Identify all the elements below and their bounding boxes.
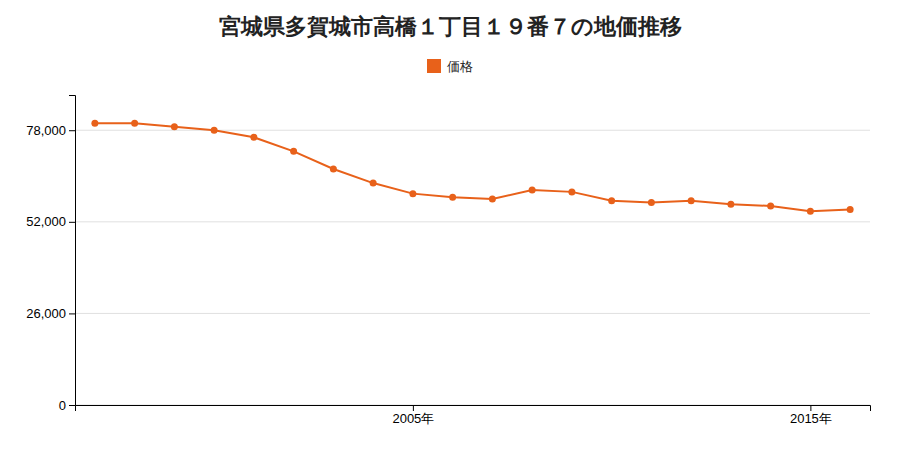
x-tick-mark [413,405,414,411]
plot: 2005年 2015年 0 26,000 52,000 78,000 [26,96,870,427]
y-axis-line [69,96,76,406]
chart: 宮城県多賀城市高橋１丁目１９番７の地価推移 2005年 2015年 0 26,000 52… [0,0,900,450]
x-tick-label: 2005年 [392,411,434,426]
y-tick-label: 0 [59,398,66,413]
y-axis: 0 26,000 52,000 78,000 [26,96,75,413]
y-tick-mark [69,405,75,406]
y-tick-label: 26,000 [26,306,66,321]
x-axis: 2005年 2015年 [76,405,871,426]
y-tick-label: 78,000 [26,123,66,138]
point [648,199,655,206]
y-tick-mark [69,222,75,223]
point [409,190,416,197]
legend-item: 価格 [427,59,473,74]
grid-line [75,130,870,131]
point [290,148,297,155]
grid [75,130,870,405]
point [370,180,377,187]
y-tick-mark [69,130,75,131]
point [91,120,98,127]
point [568,188,575,195]
legend-swatch [427,59,441,73]
point [449,194,456,201]
title: 宮城県多賀城市高橋１丁目１９番７の地価推移 [219,14,682,39]
x-tick-mark [810,405,811,411]
y-tick: 26,000 [26,306,75,321]
y-tick: 52,000 [26,214,75,229]
point [211,127,218,134]
point [847,206,854,213]
point [727,201,734,208]
x-axis-line [76,406,871,412]
x-tick: 2005年 [392,405,434,426]
x-tick: 2015年 [790,405,832,426]
point [529,187,536,194]
legend-label: 価格 [447,59,473,74]
y-tick: 0 [59,398,75,413]
grid-line [75,313,870,314]
point [608,197,615,204]
legend: 価格 [427,59,473,74]
point [131,120,138,127]
y-tick-mark [69,313,75,314]
point [330,165,337,172]
y-tick-label: 52,000 [26,214,66,229]
point [688,197,695,204]
marks [91,120,853,215]
point [807,208,814,215]
grid-line [75,221,870,222]
point [250,134,257,141]
y-tick: 78,000 [26,123,75,138]
point [767,202,774,209]
x-tick-label: 2015年 [790,411,832,426]
point [171,123,178,130]
point [489,195,496,202]
series-line [95,123,850,211]
